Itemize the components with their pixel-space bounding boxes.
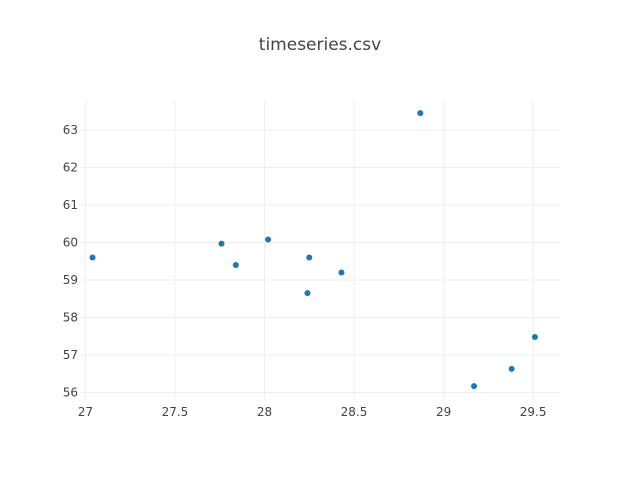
data-point[interactable] [338,269,345,276]
x-tick-labels: 27 27.5 28 28.5 29 29.5 [78,405,547,419]
data-point[interactable] [89,254,96,261]
x-tick-label: 29.5 [520,405,547,419]
y-gridlines [80,129,560,393]
y-tick-label: 57 [63,348,78,362]
y-tick-label: 56 [63,386,78,400]
y-tick-label: 61 [63,198,78,212]
x-gridlines [84,100,534,400]
y-tick-label: 63 [63,123,78,137]
x-tick-label: 28 [257,405,272,419]
x-tick-label: 27.5 [162,405,189,419]
data-point[interactable] [218,240,225,247]
data-point[interactable] [306,254,313,261]
x-tick-label: 27 [78,405,93,419]
y-tick-label: 60 [63,236,78,250]
x-tick-label: 29 [436,405,451,419]
data-point[interactable] [232,262,239,268]
x-tick-label: 28.5 [341,405,368,419]
y-tick-label: 59 [63,273,78,287]
y-tick-labels: 56 57 58 59 60 61 62 63 [63,123,78,400]
data-point[interactable] [508,365,515,372]
data-point[interactable] [265,236,272,243]
chart-title: timeseries.csv [259,35,381,55]
y-tick-label: 58 [63,311,78,325]
y-tick-label: 62 [63,161,78,175]
data-point[interactable] [471,383,478,390]
data-points [89,110,538,390]
data-point[interactable] [531,334,538,340]
data-point[interactable] [304,290,311,297]
data-point[interactable] [417,110,424,117]
